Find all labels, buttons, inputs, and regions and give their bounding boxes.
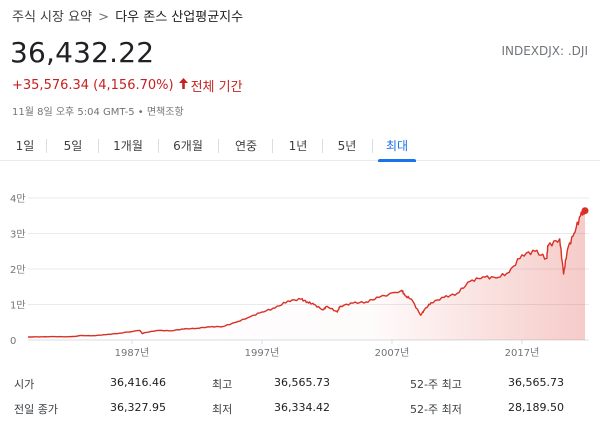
stat-label-low: 최저 bbox=[212, 403, 233, 416]
stat-value-open: 36,416.46 bbox=[110, 376, 166, 389]
tab-divider bbox=[158, 139, 159, 153]
change-period: 전체 기간 bbox=[190, 80, 243, 95]
y-axis-ticks: 0 1만 2만 3만 4만 bbox=[10, 193, 26, 347]
series-line-dow-jones[interactable] bbox=[27, 208, 586, 338]
price-chart[interactable]: 0 1만 2만 3만 4만 1987년 1997년 2007년 2017년 bbox=[0, 182, 600, 364]
x-tick-label: 2007년 bbox=[375, 347, 410, 359]
tab-5-years[interactable]: 5년 bbox=[337, 139, 357, 153]
y-tick-label: 4만 bbox=[10, 193, 26, 205]
stat-label-52w-high: 52-주 최고 bbox=[410, 378, 462, 391]
tab-ytd[interactable]: 연중 bbox=[234, 139, 258, 153]
current-price: 36,432.22 bbox=[10, 36, 155, 69]
breadcrumb-parent-link[interactable]: 주식 시장 요약 bbox=[12, 10, 93, 25]
y-tick-label: 3만 bbox=[10, 229, 26, 241]
stat-label-prev-close: 전일 종가 bbox=[14, 403, 58, 416]
tab-divider bbox=[372, 139, 373, 153]
breadcrumb-current: 다우 존스 산업평균지수 bbox=[115, 10, 244, 25]
quote-timestamp: 11월 8일 오후 5:04 GMT-5 • 면책조항 bbox=[12, 107, 184, 118]
stat-value-high: 36,565.73 bbox=[274, 376, 330, 389]
y-tick-label: 0 bbox=[10, 336, 16, 347]
x-tick-label: 2017년 bbox=[505, 347, 540, 359]
x-axis-ticks: 1987년 1997년 2007년 2017년 bbox=[115, 340, 540, 359]
tab-divider bbox=[272, 139, 273, 153]
time-range-tabs: 1일 5일 1개월 6개월 연중 1년 5년 최대 bbox=[0, 131, 600, 162]
price-change: +35,576.34 (4,156.70%) bbox=[12, 78, 174, 93]
tab-divider bbox=[98, 139, 99, 153]
stats-row-open: 시가 36,416.46 최고 36,565.73 52-주 최고 36,565… bbox=[0, 376, 600, 394]
y-tick-label: 2만 bbox=[10, 264, 26, 276]
stat-label-high: 최고 bbox=[212, 378, 233, 391]
stat-label-open: 시가 bbox=[14, 378, 35, 391]
ticker-symbol: INDEXDJX: .DJI bbox=[501, 44, 588, 58]
stat-value-prev-close: 36,327.95 bbox=[110, 401, 166, 414]
tab-max[interactable]: 최대 bbox=[378, 131, 416, 162]
breadcrumb-separator: > bbox=[98, 10, 110, 25]
tab-divider bbox=[322, 139, 323, 153]
tab-6-months[interactable]: 6개월 bbox=[173, 139, 203, 153]
stat-value-low: 36,334.42 bbox=[274, 401, 330, 414]
arrow-up-icon bbox=[178, 78, 188, 93]
tab-5-days[interactable]: 5일 bbox=[63, 139, 83, 153]
chart-area-fill bbox=[28, 209, 585, 340]
y-tick-label: 1만 bbox=[10, 300, 26, 312]
tab-1-year[interactable]: 1년 bbox=[288, 139, 308, 153]
tab-divider bbox=[218, 139, 219, 153]
tab-1-day[interactable]: 1일 bbox=[15, 139, 35, 153]
stats-row-prev-close: 전일 종가 36,327.95 최저 36,334.42 52-주 최저 28,… bbox=[0, 401, 600, 419]
breadcrumb: 주식 시장 요약 > 다우 존스 산업평균지수 bbox=[12, 6, 243, 25]
latest-point-marker bbox=[581, 207, 589, 215]
stat-value-52w-low: 28,189.50 bbox=[508, 401, 564, 414]
price-change-row: +35,576.34 (4,156.70%) 전체 기간 bbox=[12, 76, 243, 95]
stat-value-52w-high: 36,565.73 bbox=[508, 376, 564, 389]
x-tick-label: 1997년 bbox=[245, 347, 280, 359]
tab-divider bbox=[46, 139, 47, 153]
tab-1-month[interactable]: 1개월 bbox=[113, 139, 143, 153]
stat-label-52w-low: 52-주 최저 bbox=[410, 403, 462, 416]
x-tick-label: 1987년 bbox=[115, 347, 150, 359]
